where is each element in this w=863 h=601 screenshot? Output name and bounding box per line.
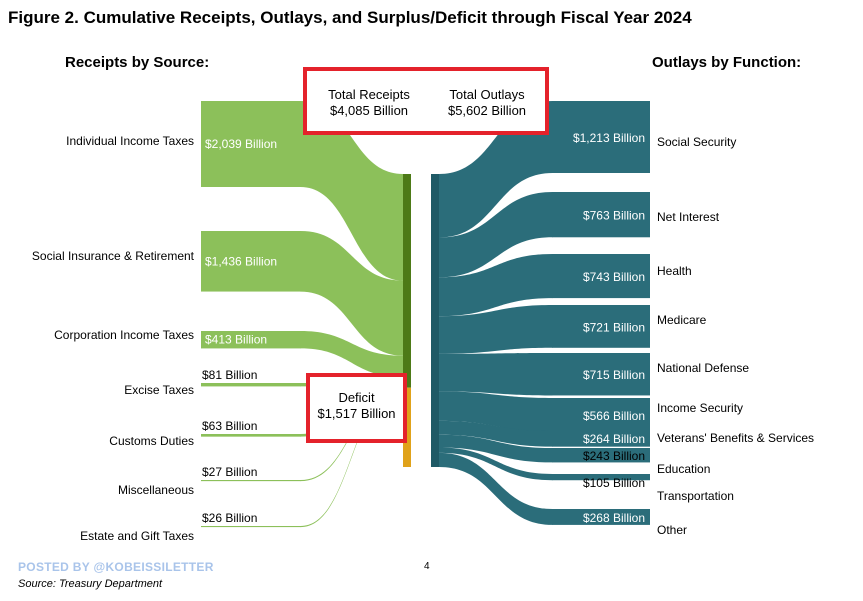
outlay-category-national-defense: National Defense <box>657 361 749 375</box>
outlay-band-social-security <box>552 101 650 173</box>
outlay-flow-transportation <box>439 447 553 481</box>
outlay-flow-education <box>439 434 553 463</box>
receipt-value-miscellaneous: $27 Billion <box>202 465 257 479</box>
outlay-flow-health <box>439 254 553 317</box>
receipt-band-excise-taxes <box>201 383 301 387</box>
receipts-heading: Receipts by Source: <box>65 54 210 71</box>
receipt-flow-individual-income-taxes <box>300 101 403 281</box>
receipt-category-corporation-income-taxes: Corporation Income Taxes <box>54 328 194 342</box>
outlays-heading: Outlays by Function: <box>652 54 802 71</box>
receipts-bar <box>403 174 411 388</box>
total-receipts-label: Total Receipts <box>328 87 410 102</box>
outlay-flow-medicare <box>439 305 553 354</box>
outlay-category-income-security: Income Security <box>657 401 743 415</box>
receipt-category-miscellaneous: Miscellaneous <box>118 483 194 497</box>
outlay-band-education <box>552 448 650 463</box>
outlay-band-income-security <box>552 398 650 432</box>
outlay-value-transportation: $105 Billion <box>583 476 645 490</box>
receipt-value-estate-and-gift-taxes: $26 Billion <box>202 511 257 525</box>
receipt-value-customs-duties: $63 Billion <box>202 419 257 433</box>
outlay-band-medicare <box>552 305 650 348</box>
deficit-bar <box>403 387 411 467</box>
receipt-band-corporation-income-taxes <box>201 331 301 349</box>
source-note: Source: Treasury Department <box>18 578 163 590</box>
figure-title: Figure 2. Cumulative Receipts, Outlays, … <box>8 8 692 27</box>
page-number: 4 <box>424 561 430 572</box>
outlay-value-national-defense: $715 Billion <box>583 368 645 382</box>
receipt-category-social-insurance-retirement: Social Insurance & Retirement <box>32 249 195 263</box>
outlay-band-national-defense <box>552 353 650 396</box>
outlay-flow-income-security <box>439 391 553 432</box>
outlay-category-veterans-benefits-services: Veterans' Benefits & Services <box>657 431 814 445</box>
outlay-value-other: $268 Billion <box>583 511 645 525</box>
posted-by-watermark: POSTED BY @KOBEISSILETTER <box>18 560 214 574</box>
receipt-band-estate-and-gift-taxes <box>201 526 301 528</box>
outlay-band-health <box>552 254 650 299</box>
outlay-band-other <box>552 509 650 525</box>
total-receipts-value: $4,085 Billion <box>329 103 409 118</box>
receipt-category-individual-income-taxes: Individual Income Taxes <box>66 134 194 148</box>
outlay-value-education: $243 Billion <box>583 449 645 463</box>
total-receipts: Total Receipts $4,085 Billion <box>326 87 412 119</box>
receipt-band-social-insurance-retirement <box>201 231 301 292</box>
summary-box: Total Receipts $4,085 Billion Total Outl… <box>303 67 549 135</box>
receipt-band-customs-duties <box>201 434 301 437</box>
outlay-category-medicare: Medicare <box>657 313 707 327</box>
receipt-flow-estate-and-gift-taxes <box>300 386 403 528</box>
total-outlays-label: Total Outlays <box>449 87 525 102</box>
deficit-value: $1,517 Billion <box>317 406 396 421</box>
total-outlays: Total Outlays $5,602 Billion <box>442 87 532 119</box>
receipt-category-estate-and-gift-taxes: Estate and Gift Taxes <box>80 529 194 543</box>
outlay-category-education: Education <box>657 462 710 476</box>
receipt-band-miscellaneous <box>201 480 301 482</box>
deficit-label: Deficit <box>338 390 375 405</box>
outlay-category-net-interest: Net Interest <box>657 210 720 224</box>
outlay-value-social-security: $1,213 Billion <box>573 131 645 145</box>
receipt-value-individual-income-taxes: $2,039 Billion <box>205 137 277 151</box>
outlay-category-social-security: Social Security <box>657 135 736 149</box>
deficit-text: Deficit $1,517 Billion <box>310 390 403 422</box>
outlay-band-veterans-benefits-services <box>552 431 650 447</box>
receipt-band-individual-income-taxes <box>201 101 301 187</box>
receipt-value-excise-taxes: $81 Billion <box>202 368 257 382</box>
outlay-flow-net-interest <box>439 192 553 278</box>
outlays-bar <box>431 174 439 467</box>
receipt-flow-social-insurance-retirement <box>300 231 403 356</box>
outlay-value-net-interest: $763 Billion <box>583 209 645 223</box>
outlay-value-veterans-benefits-services: $264 Billion <box>583 432 645 446</box>
outlay-category-transportation: Transportation <box>657 489 734 503</box>
outlay-value-income-security: $566 Billion <box>583 409 645 423</box>
deficit-box: Deficit $1,517 Billion <box>306 373 407 443</box>
receipt-category-excise-taxes: Excise Taxes <box>124 383 194 397</box>
receipt-flow-corporation-income-taxes <box>300 331 403 378</box>
outlay-flow-veterans-benefits-services <box>439 420 553 447</box>
outlay-category-other: Other <box>657 523 687 537</box>
receipt-category-customs-duties: Customs Duties <box>109 434 194 448</box>
outlay-category-health: Health <box>657 264 692 278</box>
outlay-band-net-interest <box>552 192 650 238</box>
outlay-flow-other <box>439 452 553 525</box>
receipt-value-corporation-income-taxes: $413 Billion <box>205 333 267 347</box>
outlay-value-health: $743 Billion <box>583 270 645 284</box>
outlay-flow-national-defense <box>439 353 553 396</box>
outlay-value-medicare: $721 Billion <box>583 320 645 334</box>
outlay-band-transportation <box>552 474 650 481</box>
total-outlays-value: $5,602 Billion <box>447 103 527 118</box>
outlay-flow-social-security <box>439 101 553 238</box>
receipt-value-social-insurance-retirement: $1,436 Billion <box>205 254 277 268</box>
